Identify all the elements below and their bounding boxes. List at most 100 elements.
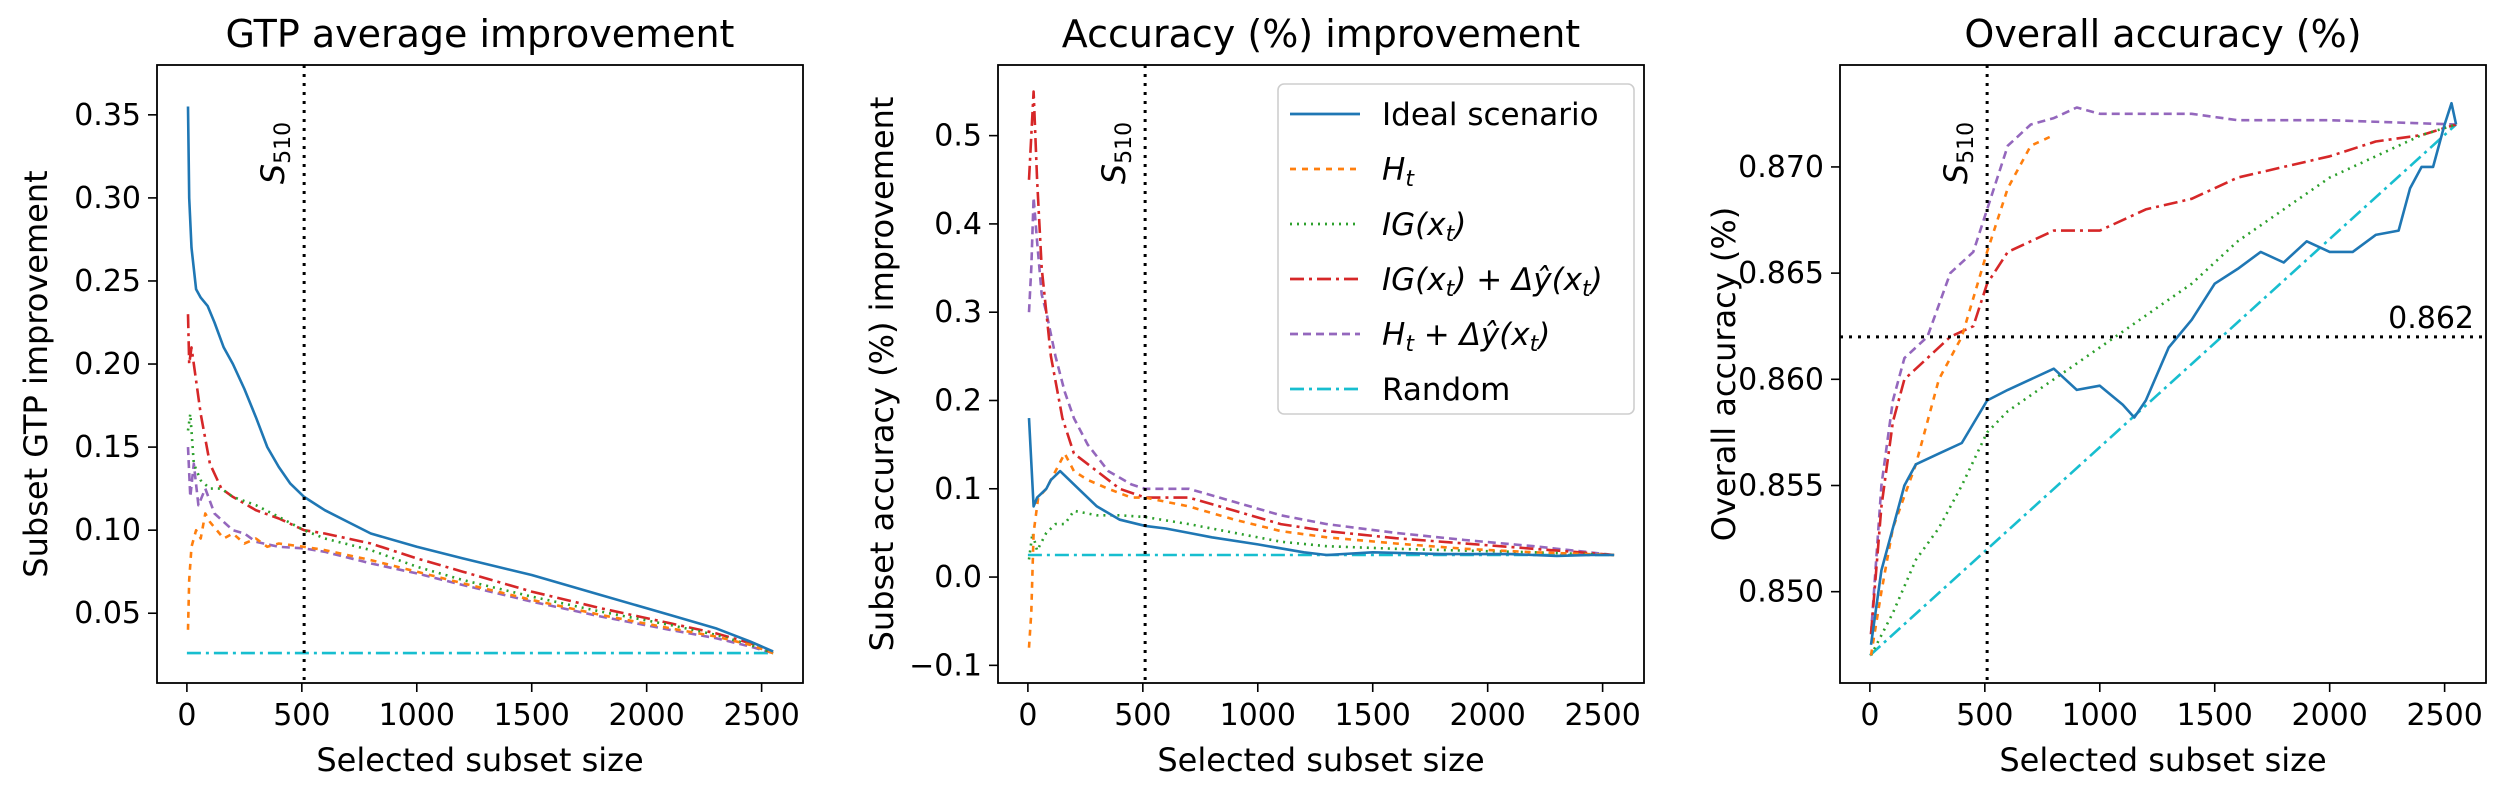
- vline-label-main: S: [254, 164, 292, 184]
- x-tick-label: 2500: [2406, 698, 2482, 733]
- x-tick-label: 2500: [1564, 698, 1640, 733]
- y-tick-label: 0.2: [934, 383, 982, 418]
- x-axis-label: Selected subset size: [1999, 741, 2326, 779]
- x-axis-label: Selected subset size: [1157, 741, 1484, 779]
- y-tick-label: 0.0: [934, 560, 982, 595]
- legend-label-sub: t: [1405, 167, 1415, 192]
- vline-label-sub: 510: [1954, 122, 1979, 164]
- chart-title: Overall accuracy (%): [1964, 12, 2361, 56]
- y-tick-label: 0.35: [74, 98, 141, 133]
- legend-label-sub2: t: [1530, 332, 1540, 357]
- legend-box: [1277, 83, 1635, 415]
- y-tick-label: 0.1: [934, 472, 982, 507]
- plot-frame: [997, 64, 1645, 684]
- y-axis-label: Overall accuracy (%): [1705, 207, 1743, 541]
- series-line-ht_dy: [1027, 196, 1615, 557]
- y-axis-label: Subset GTP improvement: [17, 170, 55, 577]
- x-tick-label: 2000: [608, 698, 684, 733]
- x-tick-label: 1500: [2177, 698, 2253, 733]
- plot-frame: [1839, 64, 2487, 684]
- vline-label: S510: [254, 122, 296, 184]
- subplot-1: GTP average improvement Selected subset s…: [17, 12, 804, 779]
- vline-label-sub: 510: [1112, 122, 1137, 164]
- x-tick-label: 0: [1018, 698, 1037, 733]
- vline-label: S510: [1095, 122, 1137, 184]
- y-tick-label: 0.05: [74, 596, 141, 631]
- legend-label-text: Random: [1382, 372, 1510, 408]
- vline-label-sub: 510: [271, 122, 296, 164]
- series-line-ig_dy: [186, 314, 774, 655]
- legend-label-ht_dy: Ht + Δŷ(xt): [1382, 317, 1550, 357]
- legend-label-text: IG(x: [1382, 262, 1446, 298]
- legend-label-ht: Ht: [1382, 152, 1415, 192]
- x-tick-label: 1000: [2062, 698, 2138, 733]
- legend-label-ideal: Ideal scenario: [1382, 97, 1599, 133]
- legend-label-tail: ): [1452, 207, 1466, 243]
- legend-label-sub: t: [1405, 332, 1415, 357]
- y-tick-label: 0.10: [74, 513, 141, 548]
- series-line-ht_dy: [186, 447, 774, 655]
- series-line-ideal: [1027, 418, 1615, 558]
- legend-label-tail2: ): [1589, 262, 1603, 298]
- series-line-ht: [1027, 452, 1615, 648]
- x-tick-label: 0: [1860, 698, 1879, 733]
- x-tick-label: 500: [273, 698, 330, 733]
- x-tick-label: 2000: [1449, 698, 1525, 733]
- legend-label-tail: + Δŷ(x: [1414, 317, 1530, 353]
- y-tick-label: 0.4: [934, 207, 982, 242]
- legend-label-tail2: ): [1536, 317, 1550, 353]
- legend-label-random: Random: [1382, 372, 1510, 408]
- series-group: [186, 106, 774, 655]
- plot-frame: [156, 64, 804, 684]
- y-tick-label: 0.5: [934, 119, 982, 154]
- legend-label-tail: ) + Δŷ(x: [1452, 262, 1582, 298]
- x-tick-label: 1500: [494, 698, 570, 733]
- legend-label-text: Ideal scenario: [1382, 97, 1599, 133]
- x-tick-label: 1000: [379, 698, 455, 733]
- x-tick-label: 0: [177, 698, 196, 733]
- y-tick-label: 0.860: [1738, 362, 1824, 397]
- y-axis-label: Subset accuracy (%) improvement: [863, 97, 901, 652]
- legend-label-text: IG(x: [1382, 207, 1446, 243]
- y-tick-label: 0.15: [74, 430, 141, 465]
- subplot-3: Overall accuracy (%) Selected subset size…: [1705, 12, 2487, 779]
- x-axis-label: Selected subset size: [316, 741, 643, 779]
- series-line-ig_dy: [1027, 90, 1615, 557]
- series-line-ig: [1869, 123, 2457, 656]
- y-tick-label: 0.20: [74, 347, 141, 382]
- y-tick-label: 0.855: [1738, 468, 1824, 503]
- series-line-ideal: [1869, 101, 2458, 645]
- series-line-ig_dy: [1869, 123, 2457, 635]
- x-tick-label: 1000: [1220, 698, 1296, 733]
- series-line-ig: [1027, 509, 1615, 560]
- y-tick-label: 0.30: [74, 181, 141, 216]
- chart-title: Accuracy (%) improvement: [1062, 12, 1580, 56]
- x-tick-label: 500: [1956, 698, 2013, 733]
- legend-label-ig_dy: IG(xt) + Δŷ(xt): [1382, 262, 1603, 302]
- legend-label-sub: t: [1446, 277, 1456, 302]
- legend-label-sub2: t: [1582, 277, 1592, 302]
- subplot-2: Accuracy (%) improvement Selected subset …: [863, 12, 1645, 779]
- series-line-ht_dy: [1869, 106, 2457, 635]
- legend-label-text: H: [1382, 152, 1405, 188]
- x-tick-label: 1500: [1335, 698, 1411, 733]
- y-tick-label: 0.850: [1738, 575, 1824, 610]
- series-line-ht: [1869, 133, 2055, 656]
- legend-label-ig: IG(xt): [1382, 207, 1466, 247]
- y-tick-label: 0.25: [74, 264, 141, 299]
- x-tick-label: 500: [1114, 698, 1171, 733]
- x-tick-label: 2500: [723, 698, 799, 733]
- series-line-ideal: [186, 106, 774, 653]
- hline-label: 0.862: [2388, 301, 2474, 336]
- series-line-random: [1869, 123, 2457, 657]
- y-tick-label: 0.3: [934, 295, 982, 330]
- y-tick-label: −0.1: [909, 648, 982, 683]
- series-line-ig: [186, 412, 774, 655]
- legend-label-sub: t: [1446, 222, 1456, 247]
- x-tick-label: 2000: [2291, 698, 2367, 733]
- vline-label: S510: [1937, 122, 1979, 184]
- series-group: [1869, 101, 2458, 657]
